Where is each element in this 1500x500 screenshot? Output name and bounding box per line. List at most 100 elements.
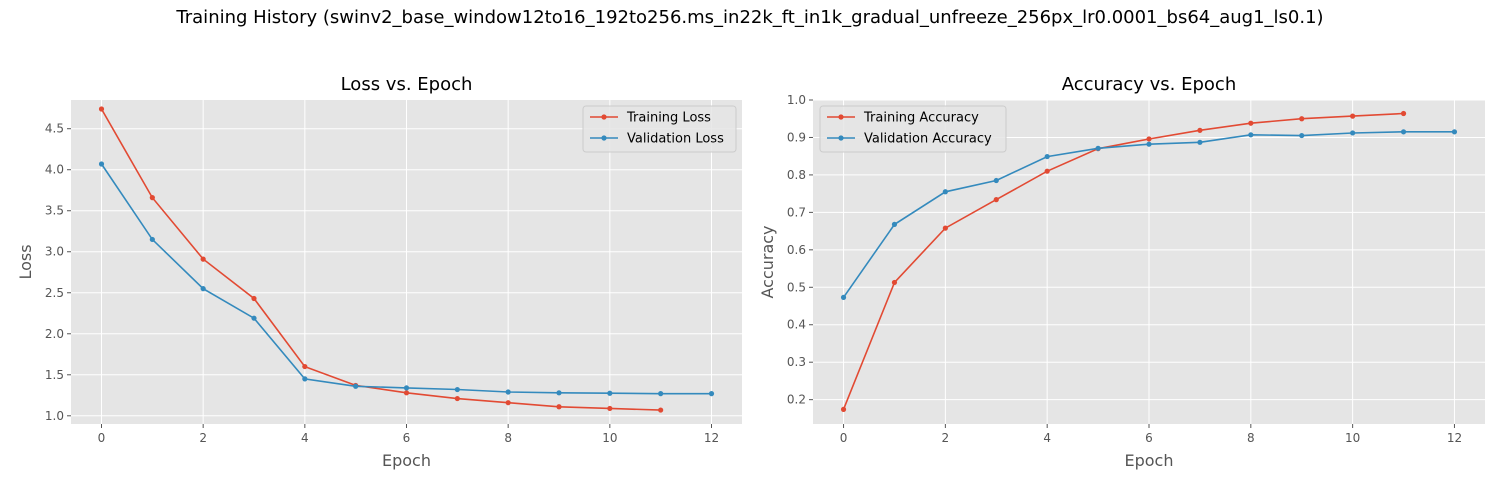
data-point: [505, 400, 511, 406]
y-tick-label: 2.5: [45, 286, 64, 300]
data-point: [607, 390, 613, 396]
data-point: [1451, 129, 1458, 135]
x-tick-label: 0: [98, 431, 106, 445]
y-tick-label: 0.9: [787, 130, 806, 144]
legend-entry-label: Training Accuracy: [863, 111, 979, 126]
legend: Training Accuracy Validation Accuracy: [819, 105, 1007, 153]
legend-box: [819, 105, 1007, 153]
y-tick-label: 1.0: [787, 93, 806, 107]
data-point: [1146, 136, 1152, 142]
data-point: [993, 197, 999, 203]
x-tick-label: 6: [403, 431, 411, 445]
data-point: [1299, 132, 1305, 139]
data-point: [556, 390, 562, 396]
data-point: [251, 315, 257, 321]
x-tick-label: 4: [1043, 431, 1051, 445]
x-tick-label: 12: [704, 431, 719, 445]
data-point: [1197, 127, 1203, 133]
data-point: [1146, 141, 1152, 147]
x-tick-label: 10: [1345, 431, 1360, 445]
legend-swatch-marker: [601, 114, 607, 120]
data-point: [1350, 113, 1356, 119]
legend-box: [582, 105, 737, 153]
x-tick-label: 4: [301, 431, 309, 445]
legend-entry-label: Validation Loss: [627, 132, 724, 147]
data-point: [200, 256, 206, 262]
data-point: [1197, 139, 1203, 145]
data-point: [251, 295, 257, 302]
y-tick-label: 0.4: [787, 318, 806, 332]
chart-title: Accuracy vs. Epoch: [1062, 74, 1237, 95]
legend-swatch-marker: [601, 135, 607, 141]
y-tick-label: 0.7: [787, 205, 806, 219]
data-point: [403, 385, 410, 391]
data-point: [302, 363, 308, 370]
y-axis-label: Loss: [16, 244, 35, 279]
x-tick-label: 2: [942, 431, 950, 445]
series-line-training-loss: [100, 108, 661, 411]
data-point: [454, 386, 460, 393]
y-tick-label: 0.2: [787, 393, 806, 407]
data-point: [1400, 110, 1407, 117]
y-tick-label: 4.0: [45, 163, 64, 177]
x-tick-label: 10: [602, 431, 617, 445]
data-point: [505, 389, 511, 395]
y-tick-label: 1.5: [45, 368, 64, 382]
y-axis-label: Accuracy: [758, 225, 777, 298]
y-tick-label: 2.0: [45, 327, 64, 341]
x-axis-label: Epoch: [1125, 451, 1174, 470]
x-tick-label: 0: [840, 431, 848, 445]
data-point: [98, 106, 105, 112]
legend-swatch-marker: [838, 135, 844, 141]
data-point: [200, 286, 206, 292]
y-tick-label: 3.5: [45, 204, 64, 218]
x-tick-label: 12: [1447, 431, 1462, 445]
legend: Training Loss Validation Loss: [582, 105, 737, 153]
data-point: [1248, 132, 1254, 138]
y-tick-label: 1.0: [45, 409, 64, 423]
data-point: [403, 390, 410, 396]
data-point: [302, 376, 308, 382]
figure-suptitle: Training History (swinv2_base_window12to…: [176, 7, 1324, 28]
data-point: [1044, 168, 1050, 174]
data-point: [658, 407, 664, 413]
x-tick-label: 8: [504, 431, 512, 445]
data-point: [891, 221, 898, 227]
legend-entry-label: Training Loss: [626, 111, 711, 126]
data-point: [149, 236, 155, 243]
data-point: [1299, 116, 1305, 122]
data-point: [993, 177, 999, 184]
data-point: [1400, 129, 1407, 135]
x-tick-label: 6: [1145, 431, 1153, 445]
accuracy-chart-panel: 0 2 4 6 8 10 12 0.2 0.3 0.4 0.5 0.6 0.7 0.8 0.9 1.0 Accu…: [758, 74, 1485, 470]
data-point: [891, 279, 898, 286]
data-point: [556, 404, 562, 410]
data-point: [840, 406, 847, 412]
loss-chart-panel: 0 2 4 6 8 10 12 1.0 1.5 2.0 2.5 3.0 3.5 4.0 4.5 Loss vs…: [16, 74, 742, 470]
data-point: [607, 405, 613, 412]
data-point: [1044, 153, 1050, 160]
series-line-training-accuracy: [842, 112, 1404, 410]
data-point: [1350, 130, 1356, 136]
data-point: [98, 161, 105, 167]
data-point: [353, 383, 359, 389]
chart-title: Loss vs. Epoch: [341, 74, 473, 95]
data-point: [1095, 145, 1101, 151]
legend-entry-label: Validation Accuracy: [864, 132, 992, 147]
x-axis-label: Epoch: [382, 451, 431, 470]
data-point: [840, 294, 847, 300]
legend-swatch-marker: [838, 114, 844, 120]
x-tick-label: 8: [1247, 431, 1255, 445]
y-tick-label: 0.8: [787, 168, 806, 182]
y-tick-label: 0.3: [787, 355, 806, 369]
data-point: [149, 195, 155, 201]
data-point: [942, 225, 948, 231]
y-tick-label: 3.0: [45, 245, 64, 259]
data-point: [942, 189, 948, 195]
data-point: [708, 391, 715, 397]
data-point: [658, 391, 664, 397]
data-point: [454, 395, 460, 402]
data-point: [1248, 120, 1254, 126]
y-tick-label: 0.6: [787, 243, 806, 257]
